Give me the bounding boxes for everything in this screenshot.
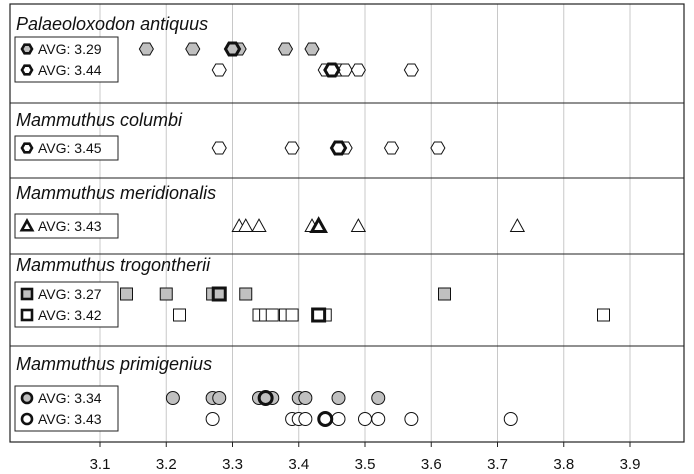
data-point <box>159 287 173 301</box>
data-point <box>597 308 610 322</box>
data-point <box>251 218 267 233</box>
data-point <box>120 287 133 301</box>
legend-label: AVG: 3.34 <box>38 390 102 406</box>
data-point <box>265 308 279 322</box>
group-title: Mammuthus trogontherii <box>16 255 211 275</box>
legend-marker <box>20 43 34 55</box>
x-tick-label: 3.5 <box>355 456 376 473</box>
data-point <box>173 308 186 322</box>
avg-point <box>317 411 334 427</box>
x-tick-label: 3.7 <box>487 456 508 473</box>
gridlines <box>99 4 631 442</box>
data-point <box>350 218 367 233</box>
data-point <box>205 412 220 426</box>
legend-label: AVG: 3.43 <box>38 411 102 427</box>
legend-marker <box>20 391 34 405</box>
x-tick-label: 3.1 <box>90 456 111 473</box>
data-points <box>120 41 610 427</box>
data-point <box>298 391 313 405</box>
data-point <box>503 412 518 426</box>
data-point <box>358 412 372 426</box>
avg-point <box>323 62 341 78</box>
x-tick-label: 3.2 <box>156 456 177 473</box>
data-point <box>138 42 154 56</box>
data-point <box>304 42 320 56</box>
group-title: Mammuthus primigenius <box>16 354 212 374</box>
legend-label: AVG: 3.44 <box>38 62 102 78</box>
x-tick-label: 3.3 <box>222 456 243 473</box>
data-point <box>331 412 346 426</box>
group-title: Mammuthus columbi <box>16 110 183 130</box>
data-point <box>165 391 180 405</box>
legend-boxes: AVG: 3.29 AVG: 3.44 AVG: 3.45 AVG: 3.43 AVG:… <box>14 36 119 432</box>
data-point <box>211 63 227 77</box>
data-point <box>277 42 294 56</box>
data-point <box>404 412 419 426</box>
data-point <box>430 141 446 155</box>
avg-point <box>211 286 227 302</box>
x-tick-label: 3.9 <box>620 456 641 473</box>
legend-marker <box>20 287 34 301</box>
data-point <box>438 287 451 301</box>
legend-label: AVG: 3.42 <box>38 307 102 323</box>
x-axis: 3.1 3.2 3.3 3.4 3.5 3.6 3.7 3.8 3.9 <box>90 442 641 473</box>
data-point <box>403 63 419 77</box>
data-point <box>383 141 400 155</box>
plot-frame <box>9 3 685 443</box>
legend-marker <box>20 412 34 426</box>
legend-label: AVG: 3.43 <box>38 218 102 234</box>
legend-marker <box>20 142 34 154</box>
legend-label: AVG: 3.29 <box>38 41 102 57</box>
legend-marker <box>19 218 35 232</box>
legend-marker <box>20 308 34 322</box>
data-point <box>331 391 346 405</box>
group-title: Mammuthus meridionalis <box>16 183 216 203</box>
group-separators <box>10 102 684 347</box>
legend-box <box>14 213 119 239</box>
data-point <box>185 42 201 56</box>
avg-point <box>329 140 348 156</box>
data-point <box>212 391 227 405</box>
data-point <box>284 141 300 155</box>
legend-label: AVG: 3.45 <box>38 140 102 156</box>
legend-marker <box>20 64 34 76</box>
data-point <box>239 287 253 301</box>
data-point <box>298 412 313 426</box>
avg-point <box>309 216 328 234</box>
x-tick-label: 3.4 <box>288 456 309 473</box>
data-point <box>371 391 386 405</box>
data-point <box>371 412 386 426</box>
data-point <box>509 218 526 233</box>
group-titles: Palaeoloxodon antiquus Mammuthus columbi M… <box>16 14 216 374</box>
data-point <box>238 218 254 233</box>
avg-point <box>311 307 327 323</box>
data-point <box>350 63 366 77</box>
avg-point <box>257 390 274 406</box>
data-point <box>211 141 227 155</box>
group-title: Palaeoloxodon antiquus <box>16 14 208 34</box>
data-point <box>285 308 299 322</box>
x-tick-label: 3.6 <box>421 456 442 473</box>
legend-label: AVG: 3.27 <box>38 286 102 302</box>
avg-point <box>223 41 242 57</box>
x-tick-label: 3.8 <box>553 456 574 473</box>
legend-box <box>14 36 119 83</box>
legend-box <box>14 385 119 432</box>
